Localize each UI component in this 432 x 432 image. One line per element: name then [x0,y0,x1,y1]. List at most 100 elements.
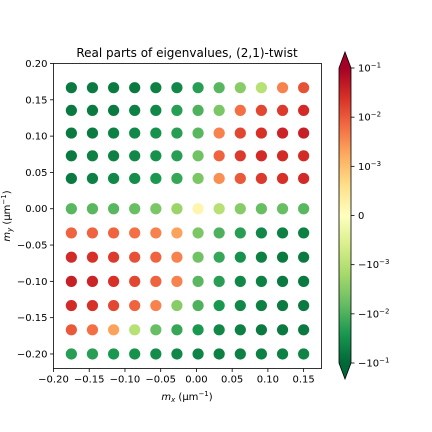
data-point [129,348,141,360]
data-point [298,348,310,360]
data-point [86,227,99,239]
data-point [150,348,162,360]
x-tick-label: 0.10 [257,375,279,386]
data-point [298,203,310,215]
data-point [276,348,289,360]
data-point [171,104,183,117]
data-point [192,104,204,117]
y-tick-label: −0.10 [17,277,48,288]
data-point [234,227,246,239]
data-point [86,172,99,185]
data-point [234,82,246,94]
data-point [276,82,289,94]
data-point [86,251,99,263]
data-point [171,348,183,360]
colorbar-ticks: 10−1 10−2 10−3 0 −10−3 −10−2 −10−1 [351,62,389,370]
colorbar: 10−1 10−2 10−3 0 −10−3 −10−2 −10−1 [338,50,389,381]
data-point [255,251,267,263]
data-point [65,127,77,139]
data-point [276,299,289,312]
data-point [255,82,267,94]
data-point [276,172,289,185]
data-point [276,227,289,239]
data-point [129,299,141,312]
colorbar-tick-label: −10−3 [358,258,389,271]
x-tick-label: −0.20 [38,375,69,386]
data-point [255,324,267,336]
data-point [234,104,246,117]
data-point [171,172,183,185]
data-point [129,275,141,287]
data-point [255,227,267,239]
colorbar-tick-label: 10−1 [358,62,381,75]
data-point [255,348,267,360]
data-point [150,203,162,215]
data-point [298,275,310,287]
data-point [86,203,99,215]
data-point [255,172,267,185]
y-tick-label: 0.20 [25,59,47,70]
data-point [108,275,120,287]
data-point [108,324,120,336]
data-point [108,348,120,360]
colorbar-tick-label: 0 [358,211,364,222]
data-point [129,104,141,117]
data-point [129,150,141,162]
data-point [234,251,246,263]
data-point [150,275,162,287]
data-point [298,324,310,336]
data-point [129,203,141,215]
data-point [65,82,77,94]
data-point [234,299,246,312]
data-point [65,203,77,215]
data-point [298,172,310,185]
data-point [86,275,99,287]
colorbar-tick-label: −10−2 [358,307,389,320]
x-tick-label: −0.05 [145,375,176,386]
data-point [129,82,141,94]
data-point [65,172,77,185]
data-point [192,275,204,287]
data-point [213,172,225,185]
data-point [276,150,289,162]
data-point [234,348,246,360]
data-point [213,203,225,215]
data-point [213,324,225,336]
data-point [298,104,310,117]
data-point [171,150,183,162]
data-point [86,82,99,94]
y-tick-label: −0.15 [17,313,48,324]
y-axis-label: my (μm−1) [0,190,14,241]
data-point [150,82,162,94]
y-tick-label: 0.15 [25,95,47,106]
data-point [108,203,120,215]
y-tick-label: −0.20 [17,349,48,360]
data-point [213,275,225,287]
data-point [108,82,120,94]
data-point [150,227,162,239]
data-point [171,127,183,139]
data-point [255,275,267,287]
data-point [255,104,267,117]
data-point [213,299,225,312]
data-point [171,227,183,239]
data-point [298,127,310,139]
data-point [276,324,289,336]
data-point [150,104,162,117]
data-point [129,324,141,336]
data-point [150,299,162,312]
data-point [234,203,246,215]
data-point [192,203,204,215]
scatter-points [65,82,310,360]
data-point [192,299,204,312]
data-point [171,324,183,336]
y-tick-label: −0.05 [17,241,48,252]
x-axis-ticks: −0.20 −0.15 −0.10 −0.05 0.00 0.05 0.10 0.15 [38,368,315,386]
colorbar-tick-label: 10−3 [358,160,381,173]
data-point [129,127,141,139]
colorbar-extend-bottom [339,363,351,379]
data-point [192,324,204,336]
x-tick-label: 0.00 [185,375,207,386]
data-point [298,251,310,263]
